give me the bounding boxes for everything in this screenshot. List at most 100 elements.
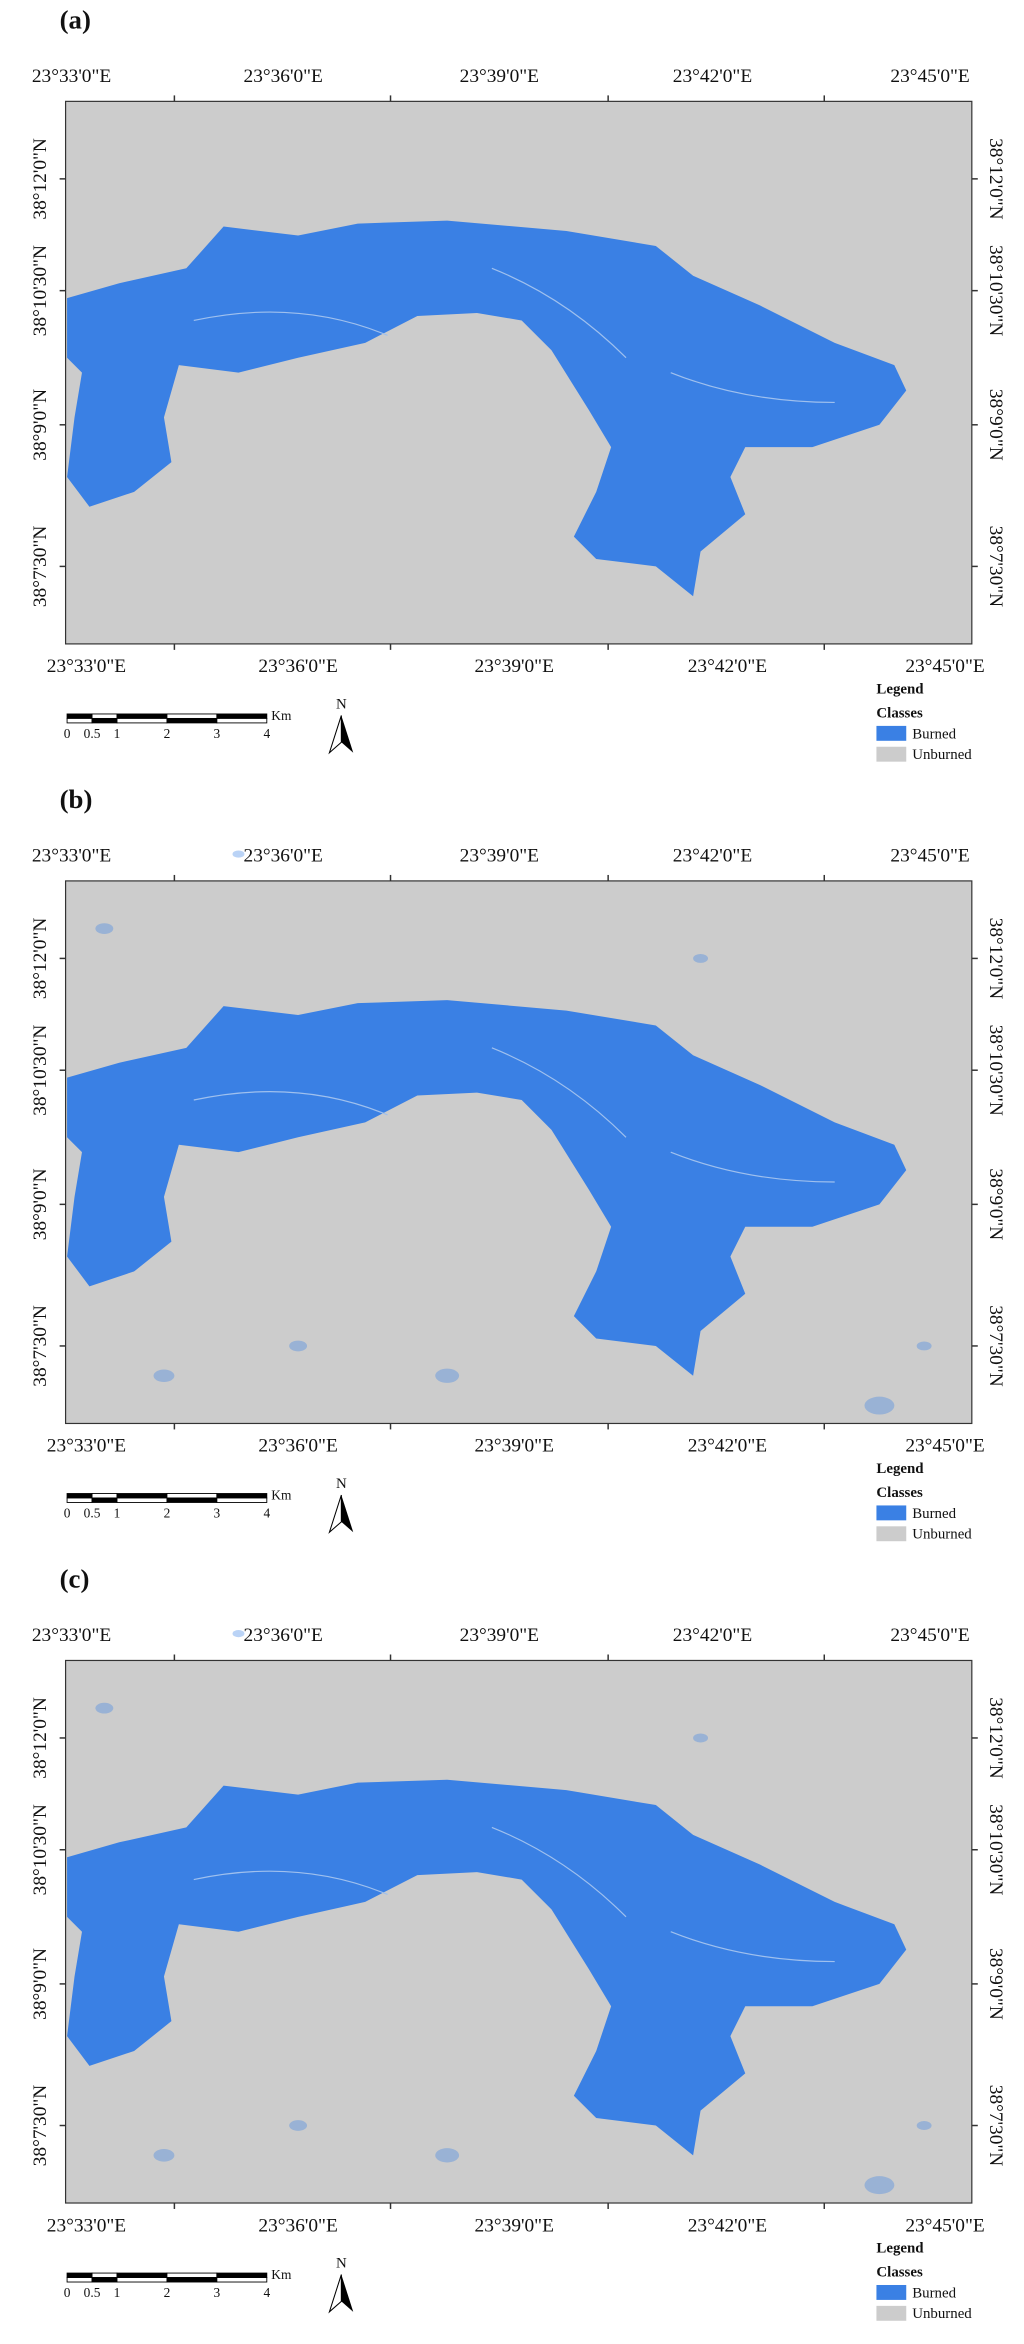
scale-segment (91, 1493, 118, 1499)
scale-label: 0 (64, 2285, 71, 2300)
scale-label: 0 (64, 1505, 71, 1520)
scale-segment (116, 1497, 168, 1503)
scale-segment (166, 1497, 218, 1503)
burned-gaps (193, 1826, 835, 1963)
scale-segment (216, 2272, 268, 2278)
lon-label: 23°33'0"E (47, 2215, 126, 2236)
lon-label: 23°45'0"E (905, 2215, 984, 2236)
scale-segment (216, 2277, 268, 2283)
lat-label: 38°10'30"N (985, 1804, 1006, 1895)
lon-label: 23°45'0"E (890, 845, 969, 866)
scale-segment (116, 717, 168, 724)
lat-label: 38°7'30"N (30, 526, 51, 608)
lon-label: 23°36'0"E (258, 1436, 337, 1457)
scale-segment (116, 1493, 168, 1499)
lat-label: 38°7'30"N (985, 2085, 1006, 2167)
scale-label: 0.5 (84, 2285, 101, 2300)
scale-segment (66, 713, 93, 719)
lat-label: 38°9'0"N (30, 1168, 51, 1240)
scale-segment (91, 717, 118, 724)
burned-area (67, 220, 907, 597)
north-arrow (341, 1495, 354, 1533)
lon-label: 23°45'0"E (905, 656, 984, 677)
scale-label: 2 (164, 1505, 171, 1520)
lon-label: 23°36'0"E (244, 1625, 323, 1646)
scale-label: 3 (214, 2285, 221, 2300)
north-label: N (336, 2256, 347, 2272)
lat-label: 38°12'0"N (30, 1697, 51, 1779)
lon-label: 23°42'0"E (688, 656, 767, 677)
scale-label: 3 (214, 726, 221, 741)
scale-unit: Km (271, 708, 292, 723)
scale-unit: Km (271, 1488, 292, 1503)
lon-label: 23°39'0"E (475, 656, 554, 677)
map-panel: (c) 38°12'0"N 38°12'0"N 38°10'30"N 38°10'30"… (30, 1564, 1006, 2323)
legend-subtitle: Classes (876, 2264, 923, 2280)
lon-label: 23°45'0"E (890, 1625, 969, 1646)
lat-label: 38°12'0"N (30, 138, 51, 220)
lat-label: 38°10'30"N (30, 245, 51, 336)
scale-segment (66, 1497, 93, 1503)
speckle (864, 2176, 895, 2195)
lon-label: 23°33'0"E (47, 656, 126, 677)
legend-swatch (876, 1505, 907, 1521)
scale-segment (216, 717, 268, 724)
burned-area (67, 1779, 907, 2156)
burned-gaps (193, 267, 835, 404)
legend-label: Burned (912, 1506, 956, 1522)
lon-label: 23°39'0"E (460, 1625, 539, 1646)
map-panel: (b) 38°12'0"N 38°12'0"N 38°10'30"N 38°10'30"… (30, 784, 1006, 1543)
legend-swatch (876, 725, 907, 741)
legend-label: Burned (912, 726, 956, 742)
north-arrow (328, 2274, 342, 2314)
north-arrow (341, 2274, 354, 2312)
legend-subtitle: Classes (876, 1485, 923, 1501)
scale-label: 4 (263, 2285, 270, 2300)
speckle (693, 953, 709, 963)
speckle (289, 1340, 308, 1352)
lon-label: 23°39'0"E (460, 845, 539, 866)
scale-label: 4 (263, 726, 270, 741)
scale-segment (66, 2272, 93, 2278)
lat-label: 38°10'30"N (30, 1804, 51, 1895)
speckle (153, 1369, 175, 1383)
scale-label: 0 (64, 726, 71, 741)
lat-label: 38°9'0"N (985, 1948, 1006, 2020)
burned-area (67, 1000, 907, 1376)
scale-label: 0.5 (84, 726, 101, 741)
scale-segment (91, 713, 118, 719)
lat-label: 38°12'0"N (985, 138, 1006, 220)
scale-label: 1 (114, 2285, 121, 2300)
lat-label: 38°10'30"N (985, 245, 1006, 336)
scale-segment (66, 1493, 93, 1499)
speckle (916, 1341, 932, 1351)
lon-label: 23°39'0"E (475, 2215, 554, 2236)
lon-label: 23°42'0"E (673, 845, 752, 866)
speckle (232, 850, 245, 858)
scale-segment (116, 713, 168, 719)
scale-segment (91, 2277, 118, 2283)
lat-label: 38°12'0"N (30, 918, 51, 1000)
scale-segment (166, 2272, 218, 2278)
scale-segment (166, 717, 218, 724)
speckle (232, 1630, 245, 1638)
scale-segment (216, 1497, 268, 1503)
scale-segment (166, 2277, 218, 2283)
scale-segment (66, 2277, 93, 2283)
scale-label: 2 (164, 2285, 171, 2300)
legend-subtitle: Classes (876, 705, 923, 721)
lat-label: 38°12'0"N (985, 918, 1006, 1000)
lat-label: 38°7'30"N (30, 2085, 51, 2167)
lon-label: 23°39'0"E (460, 66, 539, 87)
lon-label: 23°33'0"E (47, 1436, 126, 1457)
speckle (916, 2121, 932, 2130)
panel-label: (c) (60, 1564, 90, 1594)
legend-title: Legend (876, 2241, 924, 2257)
lon-label: 23°36'0"E (258, 2215, 337, 2236)
legend-swatch (876, 1526, 907, 1542)
legend-label: Unburned (912, 747, 972, 763)
lat-label: 38°9'0"N (30, 1948, 51, 2020)
lat-label: 38°10'30"N (985, 1025, 1006, 1116)
lon-label: 23°33'0"E (32, 1625, 111, 1646)
